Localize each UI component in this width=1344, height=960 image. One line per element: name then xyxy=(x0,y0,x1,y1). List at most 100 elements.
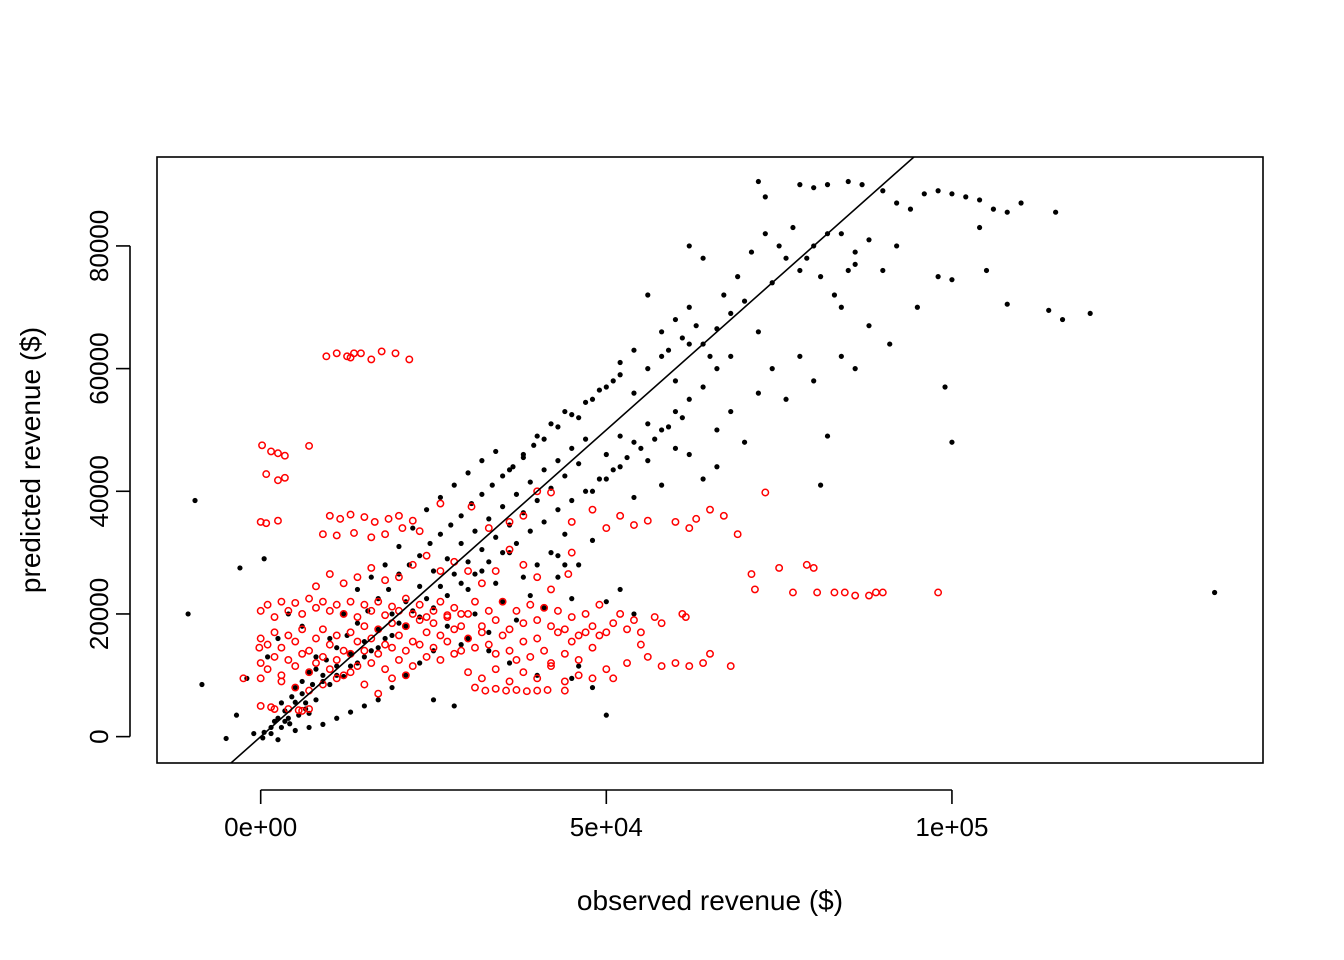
series-1-point xyxy=(562,531,568,537)
series-2-point xyxy=(394,573,403,582)
series-2-point xyxy=(443,637,452,646)
series-2-point xyxy=(436,499,445,508)
series-2-point xyxy=(505,517,514,526)
series-1-point xyxy=(797,353,803,359)
series-1-point xyxy=(500,550,506,556)
series-2-point xyxy=(560,649,569,658)
series-2-point xyxy=(312,634,320,643)
series-2-point xyxy=(291,683,300,692)
series-2-point xyxy=(623,659,631,667)
series-1-point xyxy=(783,255,789,261)
series-1-point xyxy=(479,491,485,497)
series-1-point xyxy=(261,556,267,562)
series-1-point xyxy=(631,347,637,353)
series-1-point xyxy=(403,672,409,678)
series-2-point xyxy=(533,573,542,582)
x-tick-label: 5e+04 xyxy=(570,812,643,842)
series-1-point xyxy=(942,384,948,390)
series-2-point xyxy=(547,622,555,631)
series-1-point xyxy=(493,580,499,586)
series-1-point xyxy=(513,617,520,623)
series-1-point xyxy=(603,384,609,390)
series-1-point xyxy=(659,353,665,359)
series-2-point xyxy=(381,611,390,620)
series-2-point xyxy=(484,524,493,533)
series-1-point xyxy=(1087,310,1093,317)
series-2-point xyxy=(602,665,611,674)
series-1-point xyxy=(327,681,333,688)
series-1-point xyxy=(589,488,596,494)
x-axis-title: observed revenue ($) xyxy=(577,885,843,916)
series-1-point xyxy=(430,568,437,574)
series-2-point xyxy=(325,640,334,649)
series-2-point xyxy=(277,597,286,606)
series-2-point xyxy=(356,349,365,358)
series-2-point xyxy=(685,524,694,533)
series-1-point xyxy=(548,550,554,556)
series-1-point xyxy=(458,642,464,648)
series-1-point xyxy=(811,185,817,191)
series-2-point xyxy=(533,674,542,683)
series-2-point xyxy=(450,603,459,612)
series-1-point xyxy=(361,654,367,660)
series-2-point xyxy=(484,640,493,649)
series-1-point xyxy=(638,445,644,451)
series-1-point xyxy=(569,497,575,504)
series-2-point xyxy=(318,625,327,634)
series-2-point xyxy=(457,646,466,655)
series-2-point xyxy=(643,516,652,525)
series-1-point xyxy=(555,507,561,513)
series-1-point xyxy=(479,568,485,574)
series-2-point xyxy=(239,674,248,683)
series-1-point xyxy=(313,666,319,672)
series-2-point xyxy=(484,606,493,615)
series-1-point xyxy=(894,243,900,249)
series-1-point xyxy=(278,700,285,706)
series-2-point xyxy=(255,643,264,652)
series-1-point xyxy=(192,497,198,504)
series-1-point xyxy=(437,531,444,537)
series-2-point xyxy=(429,643,438,652)
series-1-point xyxy=(303,700,309,706)
series-1-point xyxy=(838,304,844,310)
series-1-point xyxy=(603,476,609,482)
series-2-point xyxy=(519,668,528,677)
series-2-point xyxy=(353,662,362,671)
series-1-point xyxy=(582,399,589,405)
reference-line-group xyxy=(229,157,916,763)
series-2-point xyxy=(381,640,390,649)
series-2-point xyxy=(547,659,555,667)
series-2-point xyxy=(630,521,638,529)
series-2-point xyxy=(498,631,507,640)
series-2-point xyxy=(360,646,369,655)
series-1-point xyxy=(341,611,347,617)
series-2-point xyxy=(481,686,490,695)
y-tick-label: 0 xyxy=(84,729,114,743)
series-1-point xyxy=(347,709,354,715)
series-2-point xyxy=(429,619,438,628)
series-1-point xyxy=(603,712,609,718)
series-1-point xyxy=(510,464,516,470)
series-2-point xyxy=(588,643,597,652)
y-tick-label: 20000 xyxy=(84,578,114,650)
series-2-point xyxy=(415,600,424,609)
series-2-point xyxy=(526,600,535,609)
series-2-point xyxy=(602,628,611,637)
series-1-point xyxy=(486,559,492,565)
series-2-point xyxy=(747,570,756,579)
series-2-point xyxy=(671,659,680,667)
series-1-point xyxy=(534,433,540,439)
series-2-point xyxy=(574,631,583,640)
series-1-point xyxy=(596,476,603,482)
series-2-point xyxy=(367,533,376,542)
series-2-point xyxy=(560,677,569,686)
series-2-point xyxy=(391,349,400,358)
series-2-point xyxy=(491,684,500,693)
series-1-point xyxy=(555,424,561,430)
series-1-point xyxy=(233,712,240,718)
series-2-point xyxy=(422,551,431,560)
series-1-point xyxy=(472,528,478,534)
series-2-point xyxy=(706,505,714,514)
series-1-point xyxy=(569,412,575,418)
series-1-point xyxy=(852,261,858,267)
